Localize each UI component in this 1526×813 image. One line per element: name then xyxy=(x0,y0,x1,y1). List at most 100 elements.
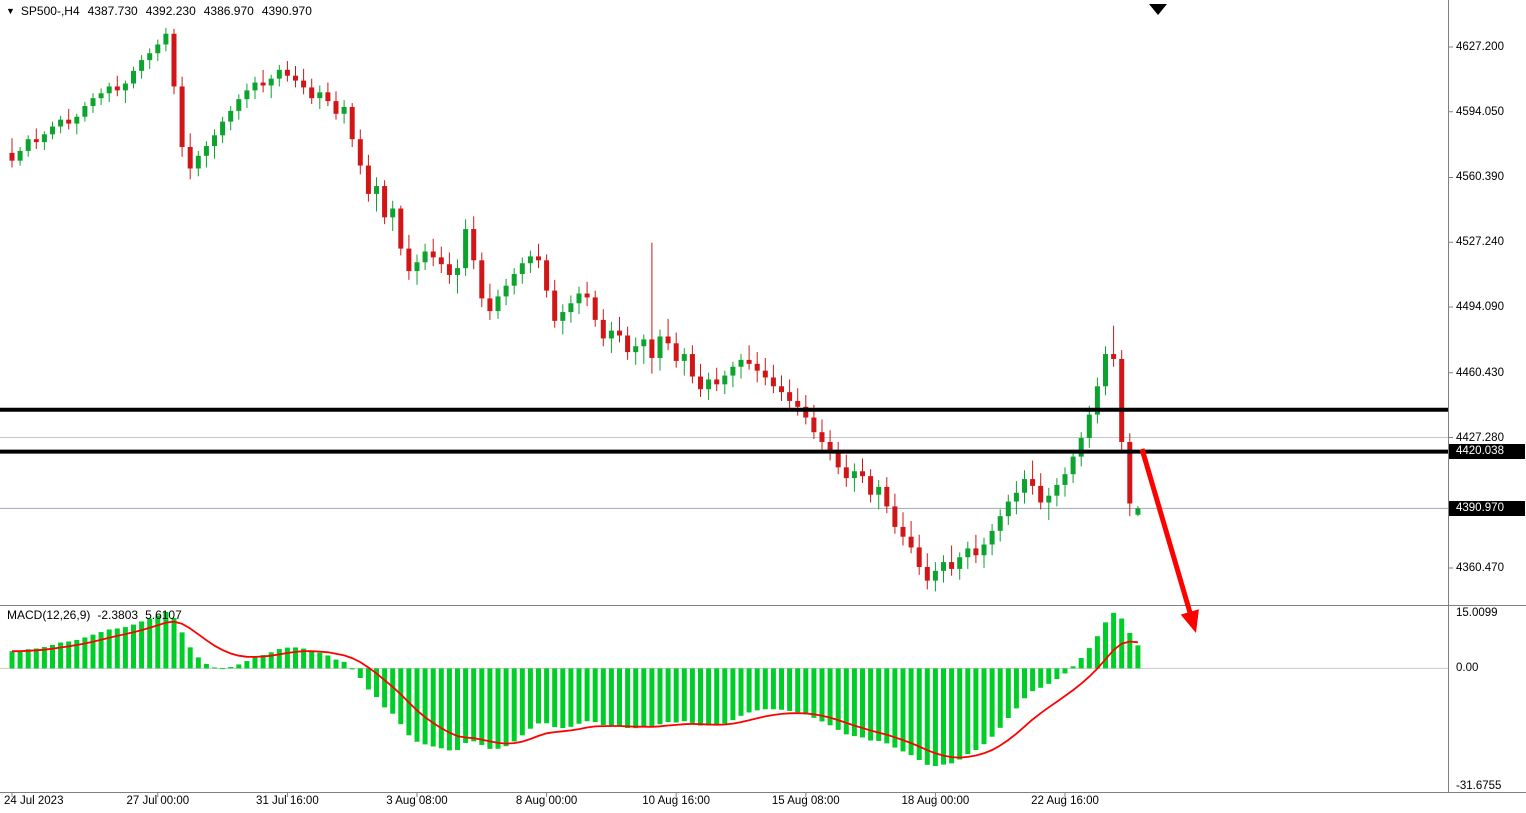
candle-body xyxy=(365,165,371,194)
macd-histogram-bar xyxy=(754,668,760,711)
price-axis-label: 4560.390 xyxy=(1456,171,1504,184)
macd-histogram-bar xyxy=(252,657,258,669)
macd-histogram-bar xyxy=(41,647,47,669)
macd-histogram-bar xyxy=(503,668,509,747)
candle-body xyxy=(325,92,331,102)
macd-histogram-bar xyxy=(876,668,882,741)
macd-axis-label: 0.00 xyxy=(1456,662,1479,675)
macd-histogram-bar xyxy=(544,668,550,724)
candles-layer xyxy=(9,27,1141,592)
macd-histogram-bar xyxy=(941,668,946,765)
candle-body xyxy=(1022,479,1027,493)
macd-histogram-bar xyxy=(131,624,136,669)
candle-body xyxy=(787,392,793,401)
candle-body xyxy=(1046,495,1052,503)
ohlc-open: 4387.730 xyxy=(87,4,138,18)
candle-body xyxy=(868,476,874,495)
macd-histogram-bar xyxy=(851,668,857,737)
macd-histogram-bar xyxy=(908,668,914,756)
macd-histogram-bar xyxy=(795,668,801,713)
macd-histogram-bar xyxy=(1022,668,1027,699)
macd-histogram-bar xyxy=(228,667,234,669)
macd-histogram-bar xyxy=(527,668,533,729)
time-axis-label: 27 Jul 00:00 xyxy=(126,795,190,807)
candle-body xyxy=(941,562,946,571)
macd-histogram-bar xyxy=(511,668,517,742)
candle-body xyxy=(1070,456,1076,475)
candle-body xyxy=(835,452,841,468)
macd-histogram-bar xyxy=(106,629,112,669)
macd-histogram-bar xyxy=(860,668,865,738)
symbol-dropdown-icon[interactable]: ▼ xyxy=(6,6,15,16)
candle-body xyxy=(625,335,631,353)
macd-histogram-bar xyxy=(641,668,647,727)
macd-histogram-bar xyxy=(1127,632,1133,669)
macd-histogram-bar xyxy=(519,668,525,736)
candle-body xyxy=(552,290,558,321)
current-price-tag: 4390.970 xyxy=(1449,500,1525,516)
candle-body xyxy=(131,70,136,84)
macd-histogram-bar xyxy=(82,637,88,669)
macd-histogram-bar xyxy=(495,668,501,749)
candle-body xyxy=(851,471,857,479)
arrow-head-icon xyxy=(1180,609,1199,633)
candle-body xyxy=(876,486,882,495)
macd-indicator-label: MACD(12,26,9) -2.3803 5.6107 xyxy=(7,608,182,622)
candle-body xyxy=(66,119,72,124)
macd-histogram-bar xyxy=(268,652,274,669)
candle-body xyxy=(957,557,963,569)
macd-histogram-bar xyxy=(730,668,736,721)
macd-signal-value: 5.6107 xyxy=(145,608,182,622)
candle-body xyxy=(584,293,590,298)
macd-histogram-bar xyxy=(33,648,39,669)
macd-histogram-bar xyxy=(689,668,695,723)
shift-end-marker-icon[interactable] xyxy=(1149,4,1167,15)
macd-histogram-bar xyxy=(341,661,347,669)
candle-body xyxy=(811,417,817,433)
candle-body xyxy=(527,256,533,264)
candle-body xyxy=(228,110,234,122)
macd-histogram-bar xyxy=(17,650,23,669)
price-axis-label: 4360.470 xyxy=(1456,562,1504,574)
macd-histogram-bar xyxy=(1070,666,1076,669)
candle-body xyxy=(430,251,436,258)
candle-body xyxy=(284,69,290,76)
candle-body xyxy=(236,99,242,111)
macd-histogram-bar xyxy=(147,618,153,669)
candle-body xyxy=(187,147,193,169)
macd-histogram-bar xyxy=(236,664,242,669)
macd-histogram-bar xyxy=(746,668,752,713)
candle-body xyxy=(819,432,825,442)
macd-axis[interactable]: 15.0099 0.00 -31.6755 xyxy=(1448,605,1526,792)
macd-histogram-bar xyxy=(649,668,655,728)
candle-body xyxy=(706,379,712,390)
candle-body xyxy=(738,359,744,367)
macd-histogram-bar xyxy=(1030,668,1036,692)
candle-body xyxy=(924,566,930,581)
macd-axis-label: 15.0099 xyxy=(1456,606,1498,619)
symbol-timeframe: SP500-,H4 xyxy=(20,4,80,18)
candle-body xyxy=(932,570,938,581)
price-axis-label: 4427.280 xyxy=(1456,431,1504,444)
candle-body xyxy=(293,75,298,81)
candle-body xyxy=(309,87,315,99)
time-axis[interactable]: 24 Jul 2023 27 Jul 00:00 31 Jul 16:00 3 Aug… xyxy=(0,792,1526,813)
candle-body xyxy=(1119,358,1125,442)
candle-body xyxy=(1086,414,1092,439)
candle-body xyxy=(139,60,145,71)
macd-histogram-bar xyxy=(163,612,169,669)
candle-body xyxy=(681,354,687,361)
macd-axis-label: -31.6755 xyxy=(1456,780,1502,792)
support-line-tag: 4420.038 xyxy=(1449,444,1525,460)
macd-histogram-bar xyxy=(422,668,428,745)
candle-body xyxy=(471,229,477,261)
macd-histogram-bar xyxy=(868,668,874,741)
trend-arrow-annotation[interactable] xyxy=(1139,448,1199,633)
macd-histogram-bar xyxy=(301,648,307,669)
candle-body xyxy=(641,339,647,347)
candle-body xyxy=(673,343,679,361)
candle-body xyxy=(1127,441,1133,504)
price-axis[interactable]: 4627.200 4594.050 4560.390 4527.240 4494.090… xyxy=(1448,0,1526,605)
candle-body xyxy=(916,547,922,567)
